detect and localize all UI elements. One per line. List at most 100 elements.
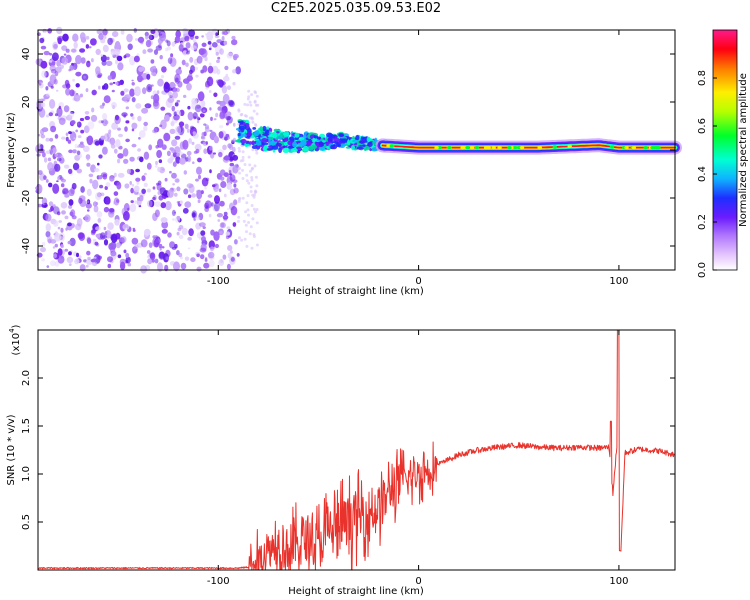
noise-point [170, 53, 174, 58]
x-tick-label: 0 [415, 276, 421, 287]
noise-point [203, 123, 207, 126]
noise-point [100, 54, 107, 63]
noise-point [72, 149, 77, 154]
noise-point [98, 175, 103, 180]
noise-point [245, 173, 249, 177]
noise-point [45, 213, 52, 222]
noise-point [148, 34, 153, 40]
noise-point [37, 203, 42, 208]
noise-point [107, 263, 112, 269]
noise-point [174, 135, 181, 140]
noise-point [226, 263, 231, 270]
noise-point [40, 246, 46, 253]
noise-point [158, 251, 166, 260]
noise-point [192, 37, 196, 43]
noise-point [237, 108, 241, 112]
noise-point [46, 236, 53, 244]
noise-point [237, 215, 241, 219]
noise-point [161, 229, 168, 234]
noise-point [131, 237, 139, 245]
noise-point [54, 163, 61, 172]
noise-point [245, 244, 249, 248]
colorbar: 0.0 0.2 0.4 0.6 0.8 Normalized spectral ampl… [697, 29, 749, 278]
noise-point [157, 262, 163, 272]
band-blob [313, 135, 319, 139]
noise-point [255, 112, 259, 116]
noise-point [71, 62, 75, 66]
noise-point [171, 41, 176, 47]
noise-point [82, 145, 90, 153]
band-blob [294, 137, 300, 141]
noise-point [202, 65, 208, 73]
noise-point [139, 130, 146, 138]
noise-point [37, 170, 43, 175]
noise-point [111, 122, 118, 130]
noise-point [172, 152, 178, 158]
band-spot [491, 146, 496, 150]
noise-point [49, 99, 56, 109]
noise-point [252, 233, 256, 236]
noise-point [80, 57, 86, 64]
noise-point [182, 139, 189, 150]
noise-point [203, 262, 210, 269]
band-blob [252, 126, 257, 130]
band-spot [643, 146, 648, 150]
noise-point [201, 35, 204, 38]
noise-point [196, 55, 203, 64]
noise-point [211, 42, 218, 48]
noise-point [38, 82, 44, 89]
noise-point [206, 31, 214, 41]
band-blob [282, 147, 290, 153]
noise-point [181, 59, 186, 66]
band-blob [351, 145, 355, 151]
noise-point [143, 228, 151, 236]
noise-point [54, 134, 59, 139]
noise-point [243, 163, 247, 166]
noise-point [87, 121, 95, 130]
noise-point [76, 122, 80, 126]
band-spot [631, 146, 636, 150]
band-blob [283, 137, 289, 142]
noise-point [112, 81, 116, 84]
band-blob [255, 140, 262, 146]
noise-point [184, 201, 192, 208]
noise-point [56, 60, 61, 67]
noise-point [109, 137, 116, 145]
noise-point [209, 169, 212, 174]
noise-point [40, 45, 47, 50]
noise-point [134, 38, 139, 41]
noise-point [97, 74, 102, 79]
noise-point [245, 201, 249, 205]
band-blob [261, 138, 268, 143]
noise-point [219, 110, 226, 118]
noise-point [117, 62, 124, 71]
noise-point [68, 168, 73, 174]
band-blob [271, 141, 277, 145]
band-blob [283, 141, 288, 146]
noise-point [131, 128, 135, 132]
band-blob [310, 144, 317, 150]
noise-point [52, 204, 56, 208]
colorbar-tick-label: 0.6 [697, 118, 708, 134]
noise-point [250, 178, 254, 182]
noise-point [231, 39, 238, 46]
band-spot [650, 146, 655, 150]
noise-point [109, 82, 113, 86]
noise-point [70, 111, 75, 114]
x-tick-label: 0 [415, 576, 421, 587]
noise-point [200, 48, 207, 55]
noise-point [106, 60, 113, 67]
noise-point [107, 256, 113, 263]
noise-point [108, 208, 115, 213]
noise-point [70, 66, 76, 71]
noise-point [74, 143, 78, 149]
noise-point [226, 52, 234, 59]
noise-point [125, 106, 129, 110]
noise-point [185, 42, 191, 49]
noise-point [153, 126, 160, 133]
noise-point [64, 248, 69, 252]
noise-point [140, 239, 148, 248]
noise-point [247, 95, 251, 99]
noise-point [103, 35, 107, 40]
noise-point [197, 91, 205, 102]
